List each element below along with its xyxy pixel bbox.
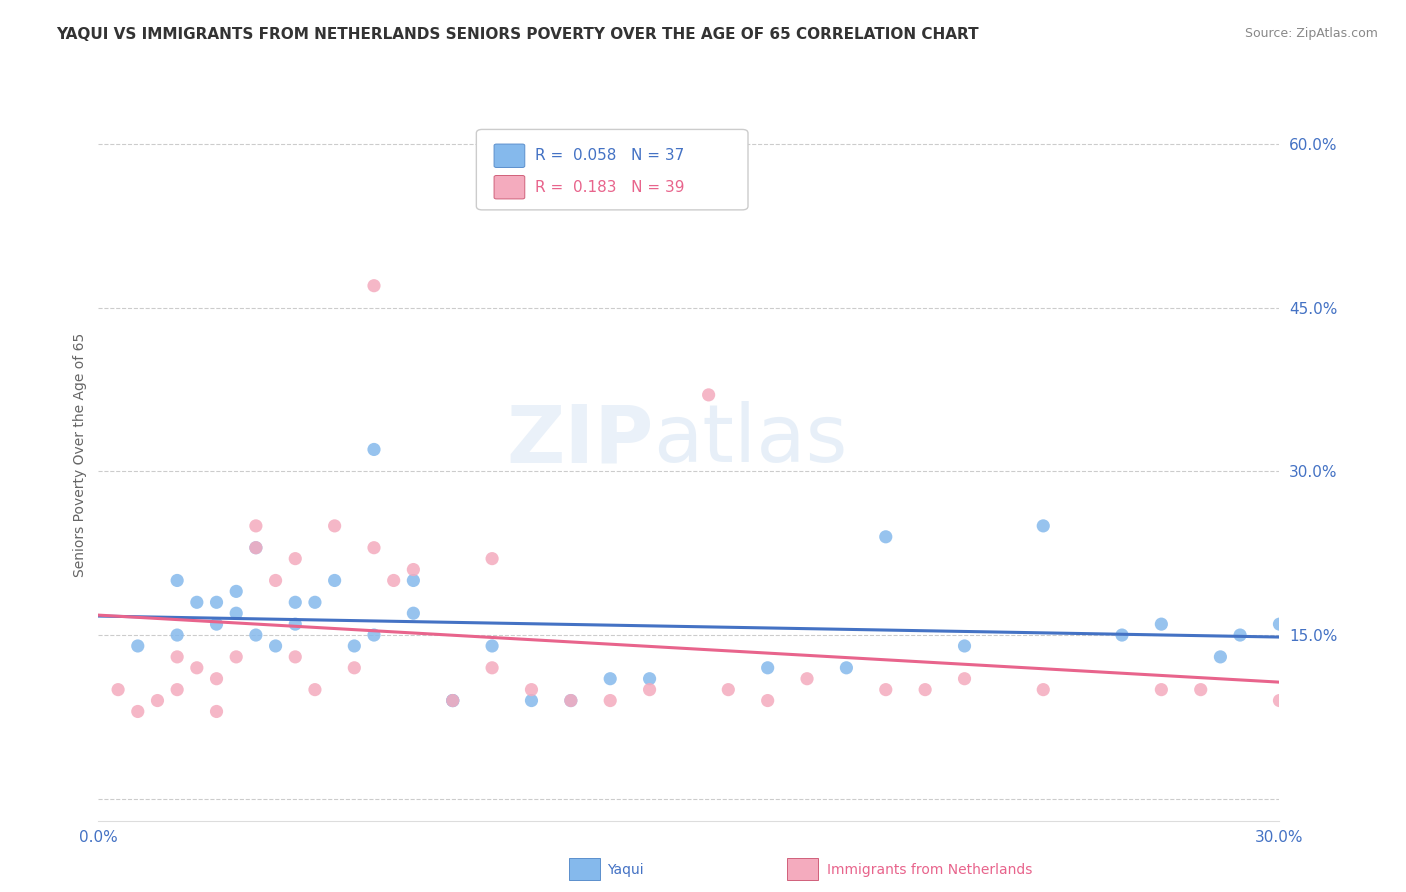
Text: R =  0.183   N = 39: R = 0.183 N = 39 (536, 179, 685, 194)
Point (146, 693, 169, 707)
Point (1229, 628, 1251, 642)
Point (186, 595, 208, 609)
Point (835, 661, 858, 675)
Point (245, 541, 267, 555)
Point (481, 639, 503, 653)
Point (441, 693, 464, 707)
Point (323, 519, 346, 533)
Text: R =  0.058   N = 37: R = 0.058 N = 37 (536, 148, 685, 163)
Text: ZIP: ZIP (506, 401, 654, 479)
Point (638, 682, 661, 697)
Point (264, 639, 287, 653)
Point (599, 672, 621, 686)
Point (953, 639, 976, 653)
Point (914, 682, 936, 697)
Point (166, 649, 188, 664)
Point (245, 541, 267, 555)
Point (875, 530, 897, 544)
Point (225, 606, 247, 620)
Text: Yaqui: Yaqui (607, 863, 644, 877)
Point (441, 693, 464, 707)
Text: YAQUI VS IMMIGRANTS FROM NETHERLANDS SENIORS POVERTY OVER THE AGE OF 65 CORRELAT: YAQUI VS IMMIGRANTS FROM NETHERLANDS SEN… (56, 27, 979, 42)
Text: atlas: atlas (654, 401, 848, 479)
Point (717, 682, 740, 697)
Point (166, 682, 188, 697)
Point (520, 693, 543, 707)
FancyBboxPatch shape (494, 176, 524, 199)
Point (284, 617, 307, 632)
Text: Immigrants from Netherlands: Immigrants from Netherlands (827, 863, 1032, 877)
Point (166, 574, 188, 588)
Point (225, 649, 247, 664)
Point (441, 693, 464, 707)
Point (1150, 682, 1173, 697)
Point (382, 574, 405, 588)
Point (953, 672, 976, 686)
Point (205, 595, 228, 609)
Point (1268, 617, 1291, 632)
Point (205, 705, 228, 719)
Point (756, 693, 779, 707)
Point (166, 628, 188, 642)
Point (127, 705, 149, 719)
Point (245, 628, 267, 642)
Point (560, 693, 582, 707)
Point (1032, 682, 1054, 697)
Point (875, 682, 897, 697)
Point (264, 574, 287, 588)
Point (343, 661, 366, 675)
Point (1150, 617, 1173, 632)
Point (304, 682, 326, 697)
Point (284, 551, 307, 566)
Point (599, 693, 621, 707)
Point (1111, 628, 1133, 642)
Point (796, 672, 818, 686)
Point (205, 672, 228, 686)
Point (205, 617, 228, 632)
Point (1032, 519, 1054, 533)
Point (343, 639, 366, 653)
Text: Source: ZipAtlas.com: Source: ZipAtlas.com (1244, 27, 1378, 40)
Point (107, 682, 129, 697)
Point (1189, 682, 1212, 697)
Point (363, 628, 385, 642)
Point (697, 388, 720, 402)
Point (323, 574, 346, 588)
Point (481, 551, 503, 566)
Y-axis label: Seniors Poverty Over the Age of 65: Seniors Poverty Over the Age of 65 (73, 333, 87, 577)
Point (756, 661, 779, 675)
Point (304, 595, 326, 609)
Point (638, 672, 661, 686)
Point (481, 661, 503, 675)
Point (520, 682, 543, 697)
Point (225, 584, 247, 599)
Point (363, 541, 385, 555)
FancyBboxPatch shape (494, 144, 524, 168)
Point (1209, 649, 1232, 664)
Point (186, 661, 208, 675)
Point (560, 693, 582, 707)
FancyBboxPatch shape (477, 129, 748, 210)
Point (284, 649, 307, 664)
Point (1268, 693, 1291, 707)
Point (363, 442, 385, 457)
Point (402, 574, 425, 588)
Point (402, 606, 425, 620)
Point (284, 595, 307, 609)
Point (363, 278, 385, 293)
Point (127, 639, 149, 653)
Point (402, 563, 425, 577)
Point (245, 519, 267, 533)
